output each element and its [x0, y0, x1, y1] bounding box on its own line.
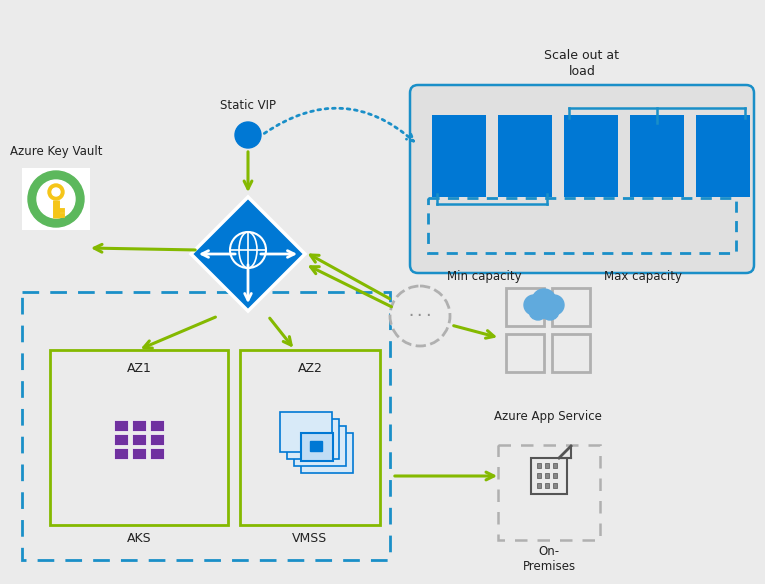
Circle shape	[52, 188, 60, 196]
Bar	[531, 458, 567, 494]
Circle shape	[37, 180, 75, 218]
Bar	[537, 463, 541, 468]
Text: Scale out at
load: Scale out at load	[545, 49, 620, 78]
Bar	[22, 168, 90, 230]
Bar	[310, 441, 322, 451]
Bar	[553, 473, 557, 478]
Circle shape	[28, 171, 84, 227]
Bar	[552, 334, 590, 372]
Bar	[428, 198, 736, 253]
Bar	[301, 433, 353, 473]
Bar	[537, 483, 541, 488]
Bar	[498, 445, 600, 540]
Bar	[553, 483, 557, 488]
Bar	[240, 350, 380, 525]
Text: AZ2: AZ2	[298, 362, 322, 375]
Bar	[553, 463, 557, 468]
Bar	[50, 350, 228, 525]
Bar	[432, 115, 486, 197]
Circle shape	[524, 295, 544, 315]
Bar	[150, 420, 164, 431]
Circle shape	[235, 122, 261, 148]
Bar	[280, 412, 332, 452]
Bar	[498, 115, 552, 197]
Bar	[150, 434, 164, 445]
Text: Azure Key Vault: Azure Key Vault	[10, 145, 103, 158]
Text: ···: ···	[406, 308, 434, 324]
Circle shape	[529, 302, 547, 320]
Bar	[114, 448, 128, 459]
Bar	[545, 483, 549, 488]
Bar	[537, 473, 541, 478]
Bar	[22, 292, 390, 560]
Bar	[294, 426, 346, 466]
Text: AKS: AKS	[127, 532, 151, 545]
Text: AZ1: AZ1	[126, 362, 151, 375]
Text: Min capacity: Min capacity	[447, 270, 521, 283]
FancyArrowPatch shape	[264, 108, 414, 141]
Bar	[301, 433, 333, 461]
Text: Max capacity: Max capacity	[604, 270, 682, 283]
Circle shape	[48, 184, 64, 200]
Bar	[506, 288, 544, 326]
Bar	[132, 434, 146, 445]
Bar	[552, 288, 590, 326]
Bar	[132, 420, 146, 431]
Bar	[132, 448, 146, 459]
Polygon shape	[191, 197, 305, 311]
Bar	[696, 115, 750, 197]
Bar	[630, 115, 684, 197]
Bar	[506, 334, 544, 372]
Bar	[114, 420, 128, 431]
Bar	[564, 115, 618, 197]
Text: Static VIP: Static VIP	[220, 99, 276, 112]
Circle shape	[544, 295, 564, 315]
Bar	[545, 463, 549, 468]
Circle shape	[390, 286, 450, 346]
Bar	[287, 419, 339, 459]
FancyBboxPatch shape	[410, 85, 754, 273]
Bar	[545, 473, 549, 478]
Circle shape	[541, 302, 559, 320]
Circle shape	[532, 289, 556, 313]
Text: VMSS: VMSS	[292, 532, 327, 545]
Bar	[114, 434, 128, 445]
Bar	[150, 448, 164, 459]
Text: On-
Premises: On- Premises	[522, 545, 575, 573]
Text: Azure App Service: Azure App Service	[494, 410, 602, 423]
